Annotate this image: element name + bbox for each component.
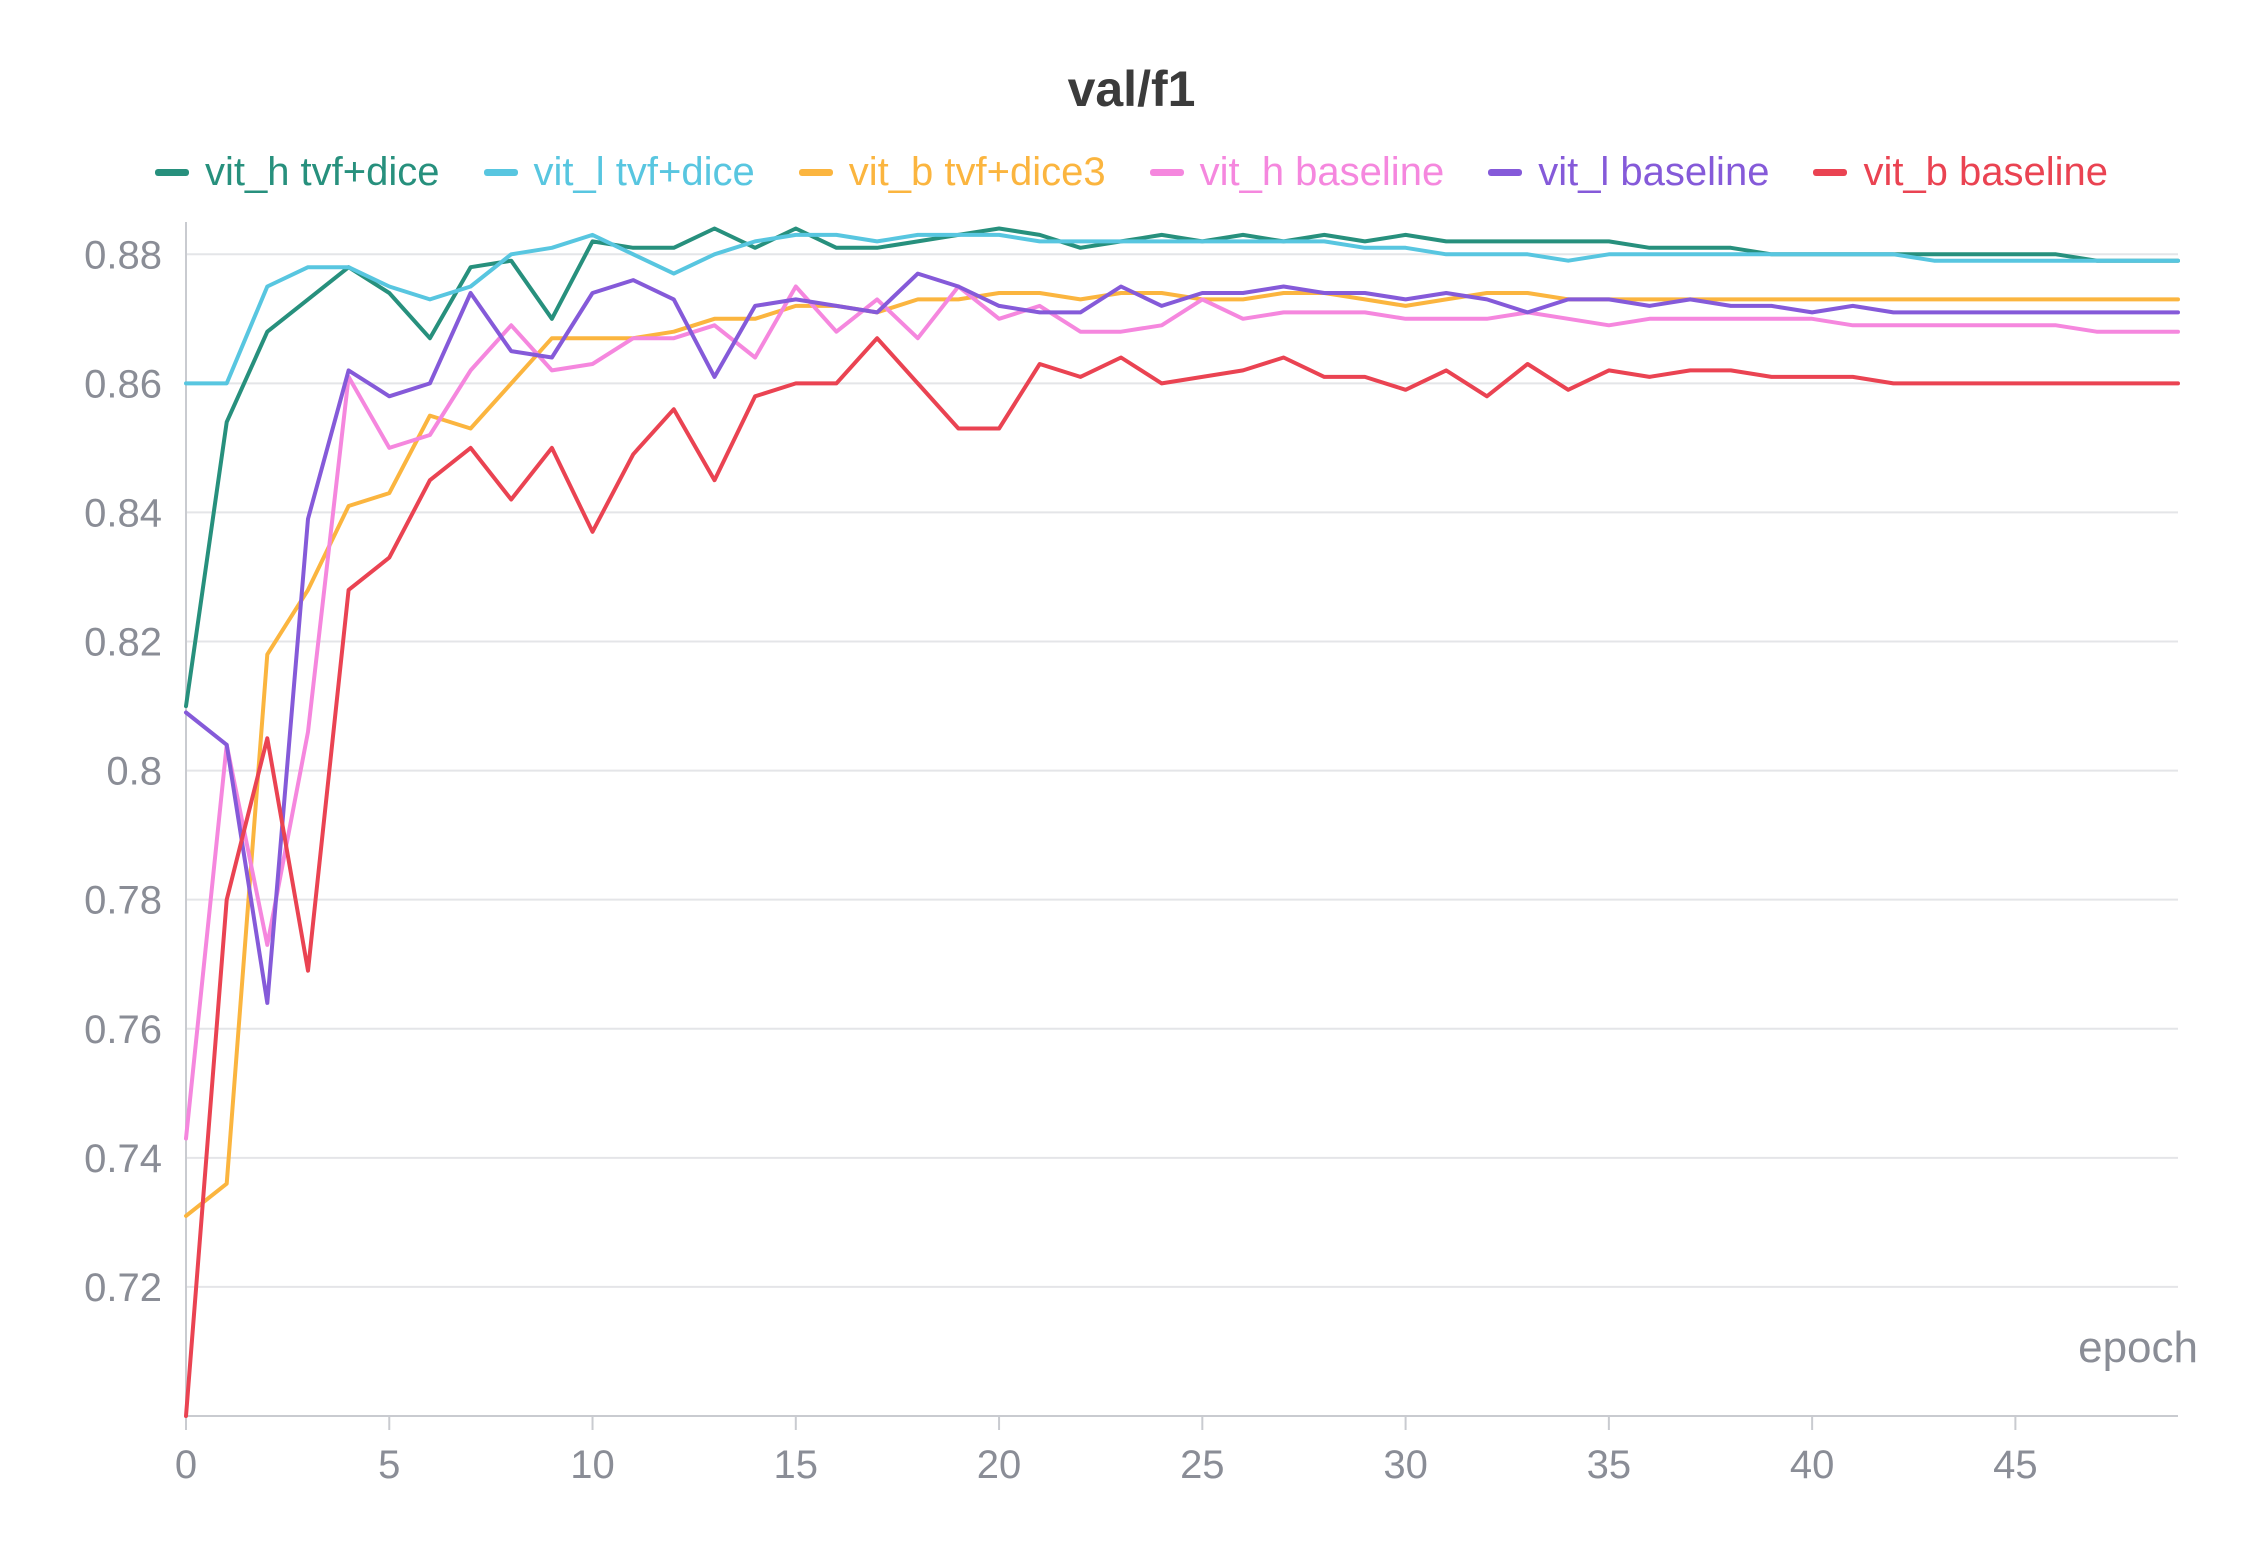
x-tick-label: 25 (1180, 1443, 1225, 1487)
legend-item[interactable]: vit_l baseline (1488, 150, 1769, 195)
y-tick-label: 0.74 (84, 1137, 162, 1181)
y-tick-label: 0.8 (106, 750, 162, 794)
legend-label: vit_b tvf+dice3 (848, 149, 1106, 194)
chart-title: val/f1 (1067, 61, 1196, 117)
x-tick-label: 40 (1790, 1443, 1835, 1487)
legend-item[interactable]: vit_b tvf+dice3 (798, 149, 1106, 195)
x-axis-label: epoch (2078, 1323, 2198, 1372)
series-line-4 (184, 271, 2180, 1005)
legend-label: vit_l baseline (1538, 149, 1770, 194)
y-tick-label: 0.86 (84, 362, 162, 406)
series-lines (184, 226, 2180, 1418)
y-tick-label: 0.72 (84, 1266, 162, 1310)
legend-label: vit_h baseline (1199, 149, 1445, 194)
legend-item[interactable]: vit_h tvf+dice (154, 149, 440, 195)
legend-label: vit_b baseline (1863, 149, 2109, 194)
x-tick-label: 30 (1383, 1443, 1428, 1487)
legend-swatch (1488, 168, 1523, 176)
x-tick-label: 20 (977, 1443, 1022, 1487)
legend-swatch (1813, 168, 1848, 176)
legend-item[interactable]: vit_l tvf+dice (483, 149, 755, 195)
legend-swatch (1149, 168, 1184, 176)
x-tick-label: 10 (570, 1443, 615, 1487)
legend-swatch (798, 168, 833, 176)
y-tick-label: 0.76 (84, 1008, 162, 1052)
series-line-5 (184, 336, 2180, 1418)
x-tick-label: 45 (1993, 1443, 2038, 1487)
axes: 0.72 0.74 0.76 0.78 0.8 0.82 0.84 0.86 0.88 0 5 10 1… (84, 222, 2178, 1487)
legend-label: vit_l tvf+dice (533, 149, 755, 194)
legend-label: vit_h tvf+dice (204, 149, 440, 194)
x-tick-label: 5 (378, 1443, 400, 1487)
y-tick-label: 0.88 (84, 233, 162, 277)
y-tick-label: 0.82 (84, 621, 162, 665)
gridlines (186, 253, 2178, 1288)
x-tick-label: 0 (175, 1443, 197, 1487)
series-line-1 (184, 232, 2180, 386)
series-line-3 (184, 284, 2180, 1141)
y-tick-label: 0.78 (84, 879, 162, 923)
legend: vit_h tvf+dice vit_l tvf+dice vit_b tvf+di… (0, 142, 2263, 202)
series-line-2 (184, 291, 2180, 1218)
x-tick-label: 15 (774, 1443, 819, 1487)
legend-swatch (154, 168, 189, 176)
y-tick-label: 0.84 (84, 491, 162, 535)
legend-item[interactable]: vit_h baseline (1149, 149, 1445, 195)
legend-swatch (483, 168, 518, 176)
x-tick-label: 35 (1587, 1443, 1632, 1487)
legend-item[interactable]: vit_b baseline (1813, 150, 2108, 195)
